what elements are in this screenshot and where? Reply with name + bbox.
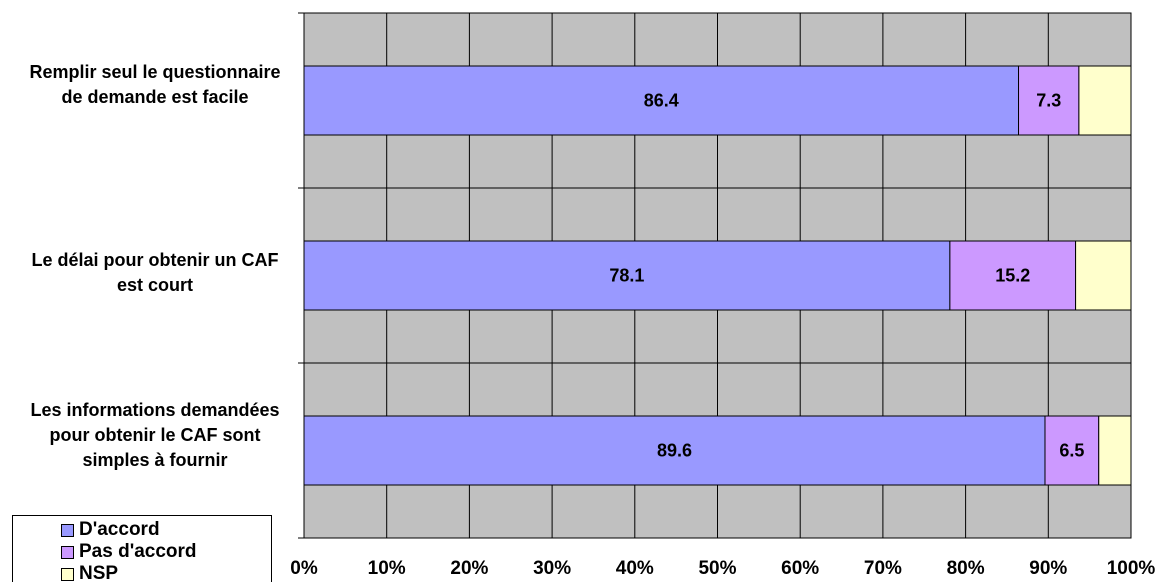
x-tick-label: 0% — [290, 558, 318, 579]
bar-1-1 — [303, 65, 1020, 136]
bar-3-1 — [1078, 65, 1132, 136]
data-label: 7.3 — [1036, 91, 1061, 111]
x-tick-label: 80% — [947, 558, 985, 579]
bar-2-2 — [949, 240, 1077, 311]
bar-1-3 — [303, 415, 1046, 486]
category-label-3: Les informations demandées pour obtenir … — [30, 400, 280, 470]
legend-item-pas-daccord: Pas d'accord — [61, 541, 271, 563]
category-label-2: Le délai pour obtenir un CAF est court — [31, 250, 279, 295]
x-tick-label: 50% — [698, 558, 736, 579]
legend-label-daccord: D'accord — [79, 519, 160, 540]
x-tick-label: 20% — [450, 558, 488, 579]
bar-3-2 — [1075, 240, 1132, 311]
x-tick-label: 60% — [781, 558, 819, 579]
bar-2-3 — [1044, 415, 1100, 486]
data-label: 89.6 — [657, 441, 692, 461]
legend-label-nsp: NSP — [79, 563, 119, 584]
data-label: 86.4 — [644, 91, 679, 111]
bar-1-2 — [303, 240, 951, 311]
x-tick-label: 10% — [368, 558, 406, 579]
legend-swatch-nsp — [61, 567, 74, 581]
legend-swatch-daccord — [61, 523, 74, 537]
legend-swatch-pas-daccord — [61, 545, 74, 559]
x-tick-label: 100% — [1107, 558, 1156, 579]
legend-item-daccord: D'accord — [61, 519, 271, 541]
data-label: 78.1 — [609, 266, 644, 286]
bar-2-1 — [1018, 65, 1080, 136]
x-tick-label: 70% — [864, 558, 902, 579]
legend-label-pas-daccord: Pas d'accord — [79, 541, 197, 562]
data-label: 15.2 — [995, 266, 1030, 286]
legend-item-nsp: NSP — [61, 563, 271, 585]
legend: D'accord Pas d'accord NSP — [12, 515, 272, 585]
bar-3-3 — [1098, 415, 1132, 486]
x-tick-label: 90% — [1029, 558, 1067, 579]
data-label: 6.5 — [1059, 441, 1084, 461]
x-tick-label: 40% — [616, 558, 654, 579]
category-label-1: Remplir seul le questionnaire de demande… — [29, 62, 281, 107]
x-tick-label: 30% — [533, 558, 571, 579]
